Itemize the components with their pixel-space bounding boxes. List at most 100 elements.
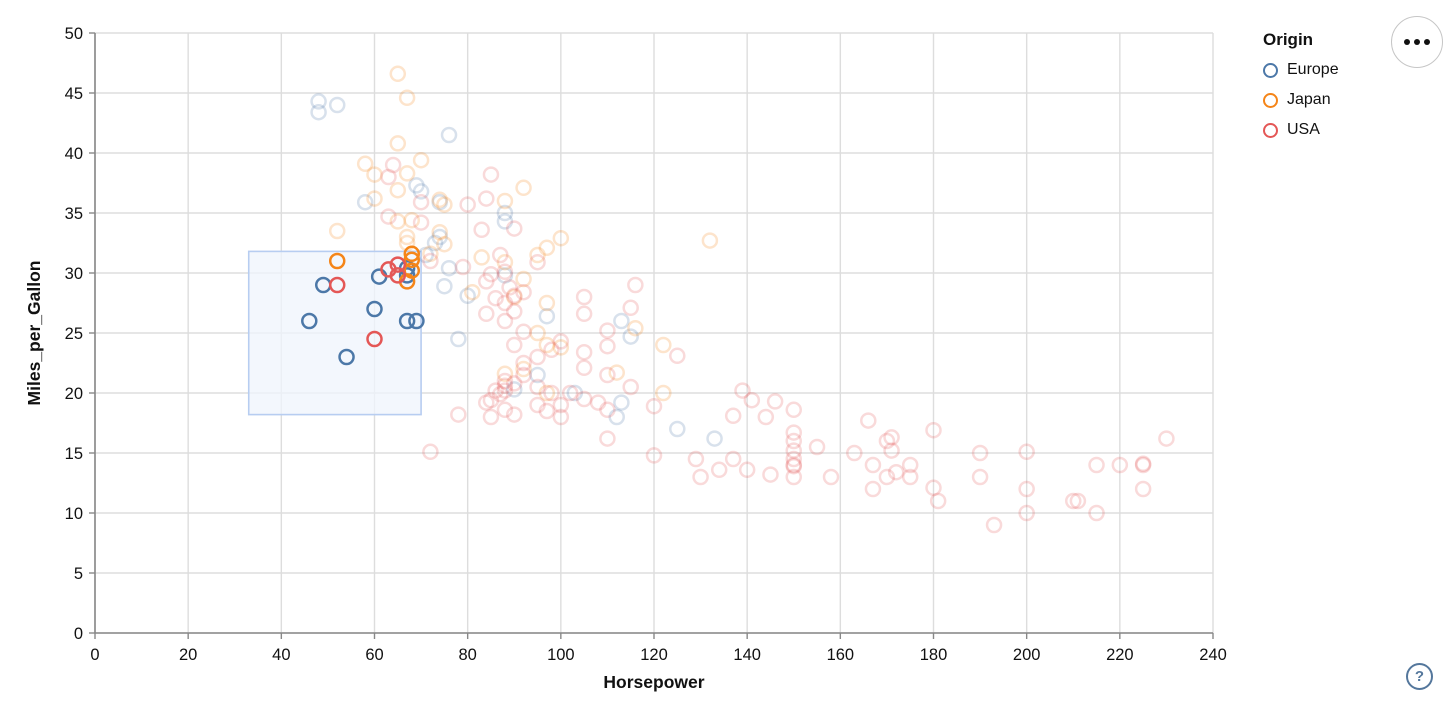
legend-swatch-usa bbox=[1263, 122, 1278, 138]
data-point bbox=[589, 394, 607, 411]
legend-swatch-japan bbox=[1263, 92, 1278, 108]
data-point bbox=[478, 190, 495, 207]
legend-item-japan[interactable]: Japan bbox=[1263, 91, 1339, 109]
data-point bbox=[669, 420, 686, 438]
data-point bbox=[1065, 492, 1082, 510]
data-point bbox=[785, 457, 802, 475]
data-point bbox=[552, 339, 570, 356]
data-point bbox=[389, 135, 407, 152]
legend-swatch-europe bbox=[1263, 62, 1278, 78]
data-point bbox=[496, 377, 514, 395]
data-point bbox=[310, 103, 327, 121]
data-point-selected bbox=[403, 251, 421, 269]
data-point bbox=[380, 208, 397, 225]
data-point bbox=[599, 322, 616, 339]
data-point bbox=[454, 258, 472, 276]
data-point bbox=[734, 382, 751, 399]
data-point bbox=[529, 324, 546, 342]
data-point bbox=[575, 390, 593, 408]
data-point bbox=[692, 468, 709, 486]
data-point bbox=[403, 211, 421, 229]
y-tick-label: 10 bbox=[65, 505, 83, 523]
data-point bbox=[515, 270, 532, 288]
y-tick-label: 5 bbox=[74, 565, 83, 583]
data-point bbox=[846, 444, 863, 462]
data-point bbox=[655, 384, 672, 402]
data-point bbox=[496, 192, 514, 210]
data-point-selected bbox=[389, 267, 407, 284]
data-point bbox=[687, 450, 705, 468]
data-point bbox=[808, 438, 826, 456]
data-point bbox=[473, 221, 490, 239]
data-point bbox=[529, 366, 546, 384]
data-point bbox=[543, 384, 560, 402]
data-point bbox=[464, 283, 481, 301]
x-tick-label: 180 bbox=[920, 646, 948, 664]
menu-button[interactable] bbox=[1391, 16, 1443, 68]
data-point bbox=[436, 235, 453, 253]
data-point-selected bbox=[301, 312, 318, 330]
data-point bbox=[426, 234, 444, 252]
x-tick-label: 20 bbox=[179, 646, 197, 664]
data-point-selected bbox=[366, 300, 383, 318]
data-point bbox=[328, 222, 346, 240]
data-point bbox=[538, 294, 556, 312]
points-selected[interactable] bbox=[301, 245, 425, 366]
data-point bbox=[398, 228, 416, 246]
legend-label: USA bbox=[1287, 121, 1320, 138]
legend-item-usa[interactable]: USA bbox=[1263, 121, 1339, 139]
data-point bbox=[478, 305, 495, 323]
data-point bbox=[575, 343, 593, 361]
data-point bbox=[431, 193, 448, 211]
x-tick-label: 0 bbox=[90, 646, 99, 664]
y-tick-label: 35 bbox=[65, 205, 83, 223]
data-point bbox=[366, 166, 383, 183]
data-point bbox=[785, 468, 802, 486]
data-point bbox=[473, 249, 490, 266]
data-point bbox=[608, 408, 625, 426]
data-point bbox=[710, 461, 728, 479]
data-point bbox=[971, 444, 989, 462]
data-point bbox=[785, 432, 802, 450]
y-tick-label: 0 bbox=[74, 625, 83, 643]
data-point bbox=[669, 347, 686, 365]
data-point bbox=[529, 253, 546, 271]
data-point bbox=[901, 456, 919, 474]
data-point bbox=[515, 323, 532, 341]
points-unselected[interactable] bbox=[310, 65, 1175, 534]
data-point bbox=[552, 408, 570, 426]
data-point-selected bbox=[366, 330, 383, 348]
data-point bbox=[450, 406, 467, 423]
question-mark-icon: ? bbox=[1414, 668, 1425, 685]
data-point bbox=[878, 432, 896, 450]
data-point bbox=[613, 312, 630, 330]
help-button[interactable]: ? bbox=[1406, 663, 1433, 690]
data-point bbox=[496, 401, 514, 419]
data-point bbox=[538, 384, 556, 402]
y-axis: 0 5 10 15 20 25 30 35 40 45 50 bbox=[65, 25, 96, 643]
data-point bbox=[864, 480, 882, 498]
data-point bbox=[785, 442, 802, 459]
legend-item-europe[interactable]: Europe bbox=[1263, 61, 1339, 79]
data-point bbox=[506, 288, 523, 306]
data-point bbox=[496, 365, 514, 383]
data-point bbox=[389, 65, 407, 83]
data-point bbox=[645, 397, 663, 415]
data-point bbox=[496, 213, 514, 230]
data-point bbox=[529, 246, 546, 264]
data-point bbox=[538, 307, 556, 325]
brush-selection[interactable] bbox=[247, 250, 422, 416]
ellipsis-icon bbox=[1404, 39, 1430, 45]
y-tick-label: 15 bbox=[65, 445, 83, 463]
data-point bbox=[515, 283, 532, 301]
data-point bbox=[561, 384, 579, 402]
data-point bbox=[478, 394, 495, 411]
data-point bbox=[785, 456, 802, 474]
data-point bbox=[501, 279, 518, 296]
data-point bbox=[529, 378, 546, 396]
data-point bbox=[515, 360, 532, 378]
data-point bbox=[1088, 456, 1105, 474]
menu-dot bbox=[1424, 39, 1430, 45]
data-point bbox=[883, 429, 900, 446]
